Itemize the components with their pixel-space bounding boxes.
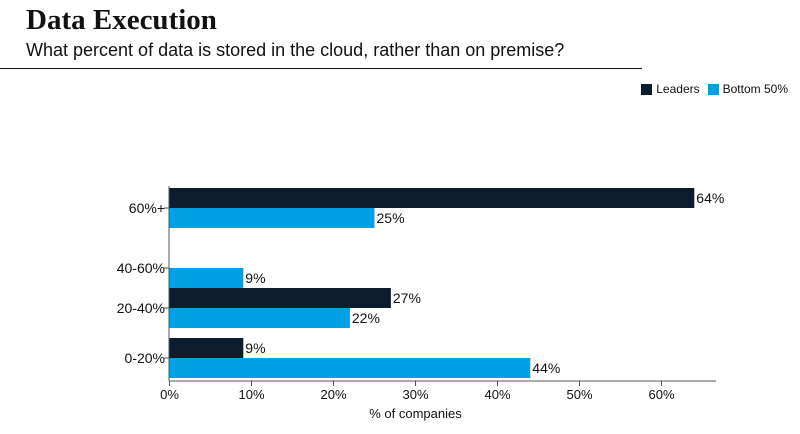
bar-bottom50 [169,358,531,378]
legend-item-leaders: Leaders [641,82,700,96]
chart-title: Data Execution [26,4,217,36]
bar-bottom50 [169,208,375,228]
x-tick-label: 10% [238,387,264,402]
data-label: 25% [377,210,405,226]
legend-label-leaders: Leaders [656,82,700,96]
data-label: 27% [393,290,421,306]
bar-leaders [169,338,244,358]
x-tick-label: 30% [402,387,428,402]
x-tick-label: 40% [484,387,510,402]
bar-leaders [169,288,391,308]
title-divider [0,68,642,69]
y-tick-label: 20-40% [117,300,165,316]
y-tick-label: 60%+ [129,200,165,216]
bar-bottom50 [169,308,350,328]
x-tick-label: 20% [320,387,346,402]
x-tick-label: 60% [648,387,674,402]
x-tick-label: 50% [566,387,592,402]
data-label: 22% [352,310,380,326]
x-tick-label: 0% [160,387,179,402]
legend-label-bottom50: Bottom 50% [722,82,788,96]
y-tick-label: 0-20% [125,350,165,366]
data-label: 64% [696,190,724,206]
data-label: 9% [245,340,265,356]
chart-subtitle: What percent of data is stored in the cl… [26,40,565,60]
legend-swatch-bottom50 [707,83,719,95]
y-tick-label: 40-60% [117,260,165,276]
bar-bottom50 [169,268,244,288]
bar-leaders [169,188,695,208]
data-label: 9% [245,270,265,286]
legend-item-bottom50: Bottom 50% [707,82,788,96]
legend-swatch-leaders [641,83,653,95]
legend: Leaders Bottom 50% [633,82,788,96]
data-label: 44% [532,360,560,376]
x-axis-label: % of companies [369,406,462,421]
